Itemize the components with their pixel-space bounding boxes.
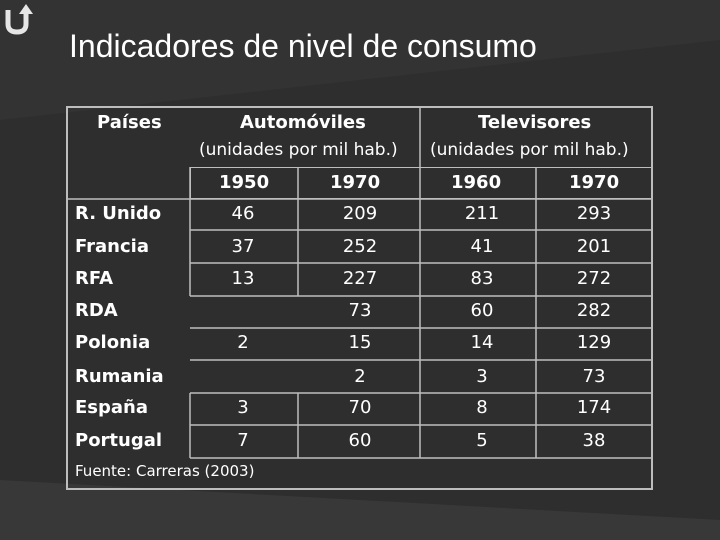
header-televisores: Televisores xyxy=(478,112,592,133)
table-cell: 2 xyxy=(354,366,366,387)
table-cell: 60 xyxy=(348,430,372,451)
header-automoviles-unit: (unidades por mil hab.) xyxy=(199,140,398,160)
table-cell: 37 xyxy=(231,236,255,257)
page-title: Indicadores de nivel de consumo xyxy=(69,28,537,64)
table-cell: 5 xyxy=(476,430,488,451)
table-cell: 174 xyxy=(576,397,612,418)
header-automoviles: Automóviles xyxy=(240,112,366,133)
table-row-country: Francia xyxy=(75,236,149,257)
table-row-country: Rumania xyxy=(75,366,164,387)
table-cell: 73 xyxy=(348,300,372,321)
table-row-country: RFA xyxy=(75,268,114,289)
table-cell: 7 xyxy=(237,430,249,451)
table-cell: 227 xyxy=(342,268,378,289)
year-header: 1950 xyxy=(219,172,270,193)
table-cell: 252 xyxy=(342,236,378,257)
table-cell: 8 xyxy=(476,397,488,418)
table-cell: 38 xyxy=(582,430,606,451)
header-televisores-unit: (unidades por mil hab.) xyxy=(430,140,629,160)
table-cell: 41 xyxy=(470,236,494,257)
table-cell: 129 xyxy=(576,332,612,353)
table-row-country: Portugal xyxy=(75,430,163,451)
table-cell: 13 xyxy=(231,268,255,289)
table-row-country: España xyxy=(75,397,149,418)
table-cell: 2 xyxy=(237,332,249,353)
source-note: Fuente: Carreras (2003) xyxy=(75,462,255,480)
table-row-country: R. Unido xyxy=(75,203,162,224)
table-cell: 73 xyxy=(582,366,606,387)
table-cell: 282 xyxy=(576,300,612,321)
u-turn-arrow-icon xyxy=(5,4,33,35)
table-cell: 201 xyxy=(576,236,612,257)
table-cell: 46 xyxy=(231,203,255,224)
table-cell: 60 xyxy=(470,300,494,321)
table-row-country: RDA xyxy=(75,300,118,321)
year-header: 1960 xyxy=(451,172,502,193)
table-cell: 14 xyxy=(470,332,494,353)
year-header: 1970 xyxy=(330,172,381,193)
year-header: 1970 xyxy=(569,172,620,193)
header-paises: Países xyxy=(97,112,162,133)
table-cell: 83 xyxy=(470,268,494,289)
table-cell: 209 xyxy=(342,203,378,224)
table-cell: 15 xyxy=(348,332,372,353)
table-row-country: Polonia xyxy=(75,332,151,353)
table-cell: 3 xyxy=(476,366,488,387)
table-cell: 272 xyxy=(576,268,612,289)
table-cell: 70 xyxy=(348,397,372,418)
table-cell: 211 xyxy=(464,203,500,224)
table-cell: 293 xyxy=(576,203,612,224)
table-cell: 3 xyxy=(237,397,249,418)
data-table xyxy=(66,106,653,490)
